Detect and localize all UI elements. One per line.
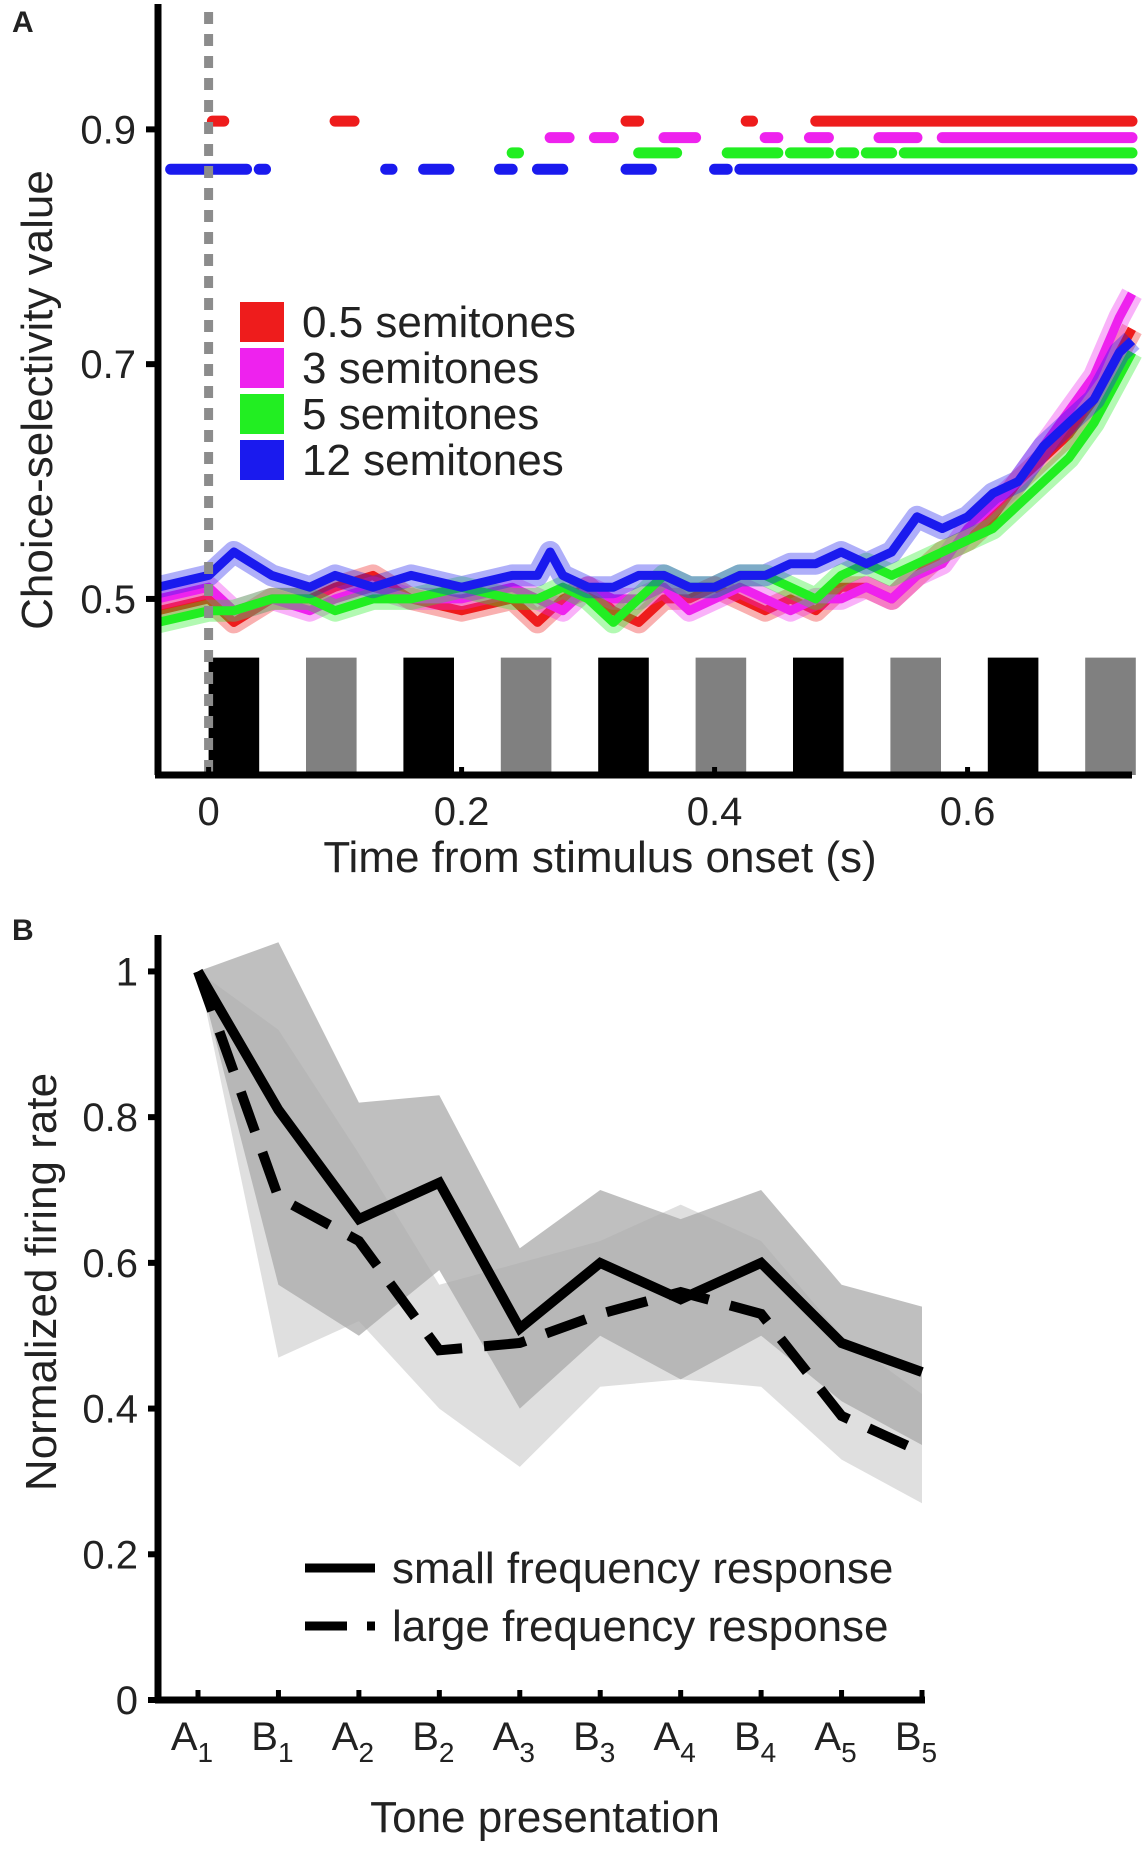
panel-a-legend: 0.5 semitones 3 semitones 5 semitones 12… <box>240 298 576 485</box>
selectivity-traces <box>155 288 1142 634</box>
panel-b-y-tick-label: 0 <box>116 1679 138 1723</box>
tone-label: B5 <box>895 1715 937 1768</box>
legend-label-large: large frequency response <box>392 1602 889 1651</box>
tone-label: A2 <box>332 1715 374 1768</box>
legend-label-small: small frequency response <box>392 1544 893 1593</box>
tone-label-subscript: 5 <box>922 1737 938 1768</box>
legend-label-12: 12 semitones <box>302 436 564 485</box>
legend-swatch-0-5 <box>240 302 284 342</box>
confidence-band <box>198 971 922 1504</box>
panel-a-y-axis-title: Choice-selectivity value <box>13 170 62 630</box>
tone-label: B2 <box>412 1715 454 1768</box>
selectivity-trace <box>156 337 1136 592</box>
panel-a-x-tick-label: 0 <box>197 790 219 834</box>
tone-label-subscript: 1 <box>198 1737 214 1768</box>
stimulus-bars <box>208 657 1136 775</box>
panel-b-x-axis-title: Tone presentation <box>370 1793 720 1842</box>
panel-b-y-tick-label: 0.4 <box>82 1388 138 1432</box>
tone-label-subscript: 5 <box>841 1737 857 1768</box>
stimulus-bar <box>305 657 357 775</box>
firing-rate-line <box>193 968 924 1377</box>
panel-a-x-tick-label: 0.4 <box>687 790 743 834</box>
stimulus-bar <box>987 657 1039 775</box>
tone-label: A4 <box>654 1715 696 1768</box>
panel-a-y-tick-label: 0.5 <box>80 578 136 622</box>
firing-rate-lines <box>193 968 925 1457</box>
panel-b-y-tick-label: 0.2 <box>82 1533 138 1577</box>
tone-label-subscript: 4 <box>680 1737 696 1768</box>
panel-a-x-tick-label: 0.6 <box>940 790 996 834</box>
panel-b-y-tick-label: 1 <box>116 950 138 994</box>
tone-label: A5 <box>814 1715 856 1768</box>
stimulus-bar <box>500 657 552 775</box>
stimulus-bar <box>598 657 649 775</box>
stimulus-bar <box>208 657 260 775</box>
panel-a-y-tick-label: 0.9 <box>80 108 136 152</box>
panel-a-x-tick-label: 0.2 <box>434 790 490 834</box>
tone-label-subscript: 3 <box>519 1737 535 1768</box>
confidence-bands <box>198 942 922 1504</box>
tone-label: A3 <box>493 1715 535 1768</box>
tone-label: B3 <box>573 1715 615 1768</box>
stimulus-bar <box>695 657 747 775</box>
tone-label-subscript: 3 <box>600 1737 616 1768</box>
stimulus-bar <box>792 657 844 775</box>
panel-a-label: A <box>12 6 34 39</box>
confidence-band <box>198 942 922 1445</box>
tone-label-subscript: 2 <box>439 1737 455 1768</box>
panel-b-label: B <box>12 914 34 947</box>
tone-label: A1 <box>171 1715 213 1768</box>
stimulus-bar <box>403 657 454 775</box>
legend-swatch-5 <box>240 394 284 434</box>
panel-a-x-axis-title: Time from stimulus onset (s) <box>323 833 876 882</box>
firing-rate-line <box>193 969 925 1457</box>
panel-b-legend: small frequency response large frequency… <box>305 1544 893 1651</box>
legend-swatch-3 <box>240 348 284 388</box>
panel-a-y-tick-label: 0.7 <box>80 343 136 387</box>
stimulus-bar <box>890 657 941 775</box>
panel-a-axes: 0.5 0.7 0.9 0 0.2 0.4 0.6 <box>80 4 1132 834</box>
panel-a: A 0.5 0.7 0.9 0 0.2 0.4 0.6 0.5 semitones 3 se… <box>12 4 1142 882</box>
panel-b-y-axis-title: Normalized firing rate <box>17 1073 66 1491</box>
selectivity-trace <box>156 291 1136 616</box>
panel-b-y-tick-label: 0.6 <box>82 1242 138 1286</box>
stimulus-bar <box>1085 657 1136 775</box>
legend-swatch-12 <box>240 440 284 480</box>
legend-label-5: 5 semitones <box>302 390 539 439</box>
tone-label-subscript: 2 <box>358 1737 374 1768</box>
tone-label: B4 <box>734 1715 776 1768</box>
tone-label-subscript: 4 <box>761 1737 777 1768</box>
panel-b-y-tick-label: 0.8 <box>82 1096 138 1140</box>
significance-rows <box>165 115 1138 175</box>
tone-label: B1 <box>251 1715 293 1768</box>
tone-label-subscript: 1 <box>278 1737 294 1768</box>
legend-label-3: 3 semitones <box>302 344 539 393</box>
legend-label-0-5: 0.5 semitones <box>302 298 576 347</box>
